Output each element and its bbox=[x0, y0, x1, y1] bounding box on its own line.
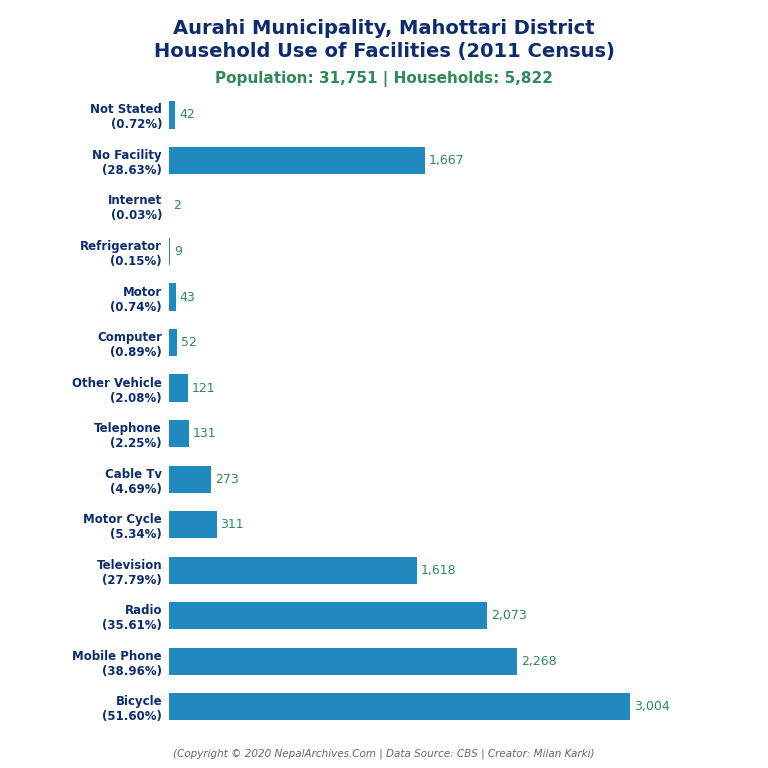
Text: 1,667: 1,667 bbox=[429, 154, 464, 167]
Bar bbox=[169, 465, 211, 493]
Text: 311: 311 bbox=[220, 518, 244, 531]
Bar bbox=[169, 238, 170, 265]
Bar bbox=[169, 511, 217, 538]
Bar bbox=[169, 283, 176, 311]
Text: 121: 121 bbox=[191, 382, 215, 395]
Bar bbox=[169, 420, 189, 447]
Text: 52: 52 bbox=[180, 336, 197, 349]
Text: 3,004: 3,004 bbox=[634, 700, 670, 713]
Text: Household Use of Facilities (2011 Census): Household Use of Facilities (2011 Census… bbox=[154, 42, 614, 61]
Text: (Copyright © 2020 NepalArchives.Com | Data Source: CBS | Creator: Milan Karki): (Copyright © 2020 NepalArchives.Com | Da… bbox=[174, 748, 594, 759]
Text: Population: 31,751 | Households: 5,822: Population: 31,751 | Households: 5,822 bbox=[215, 71, 553, 87]
Text: 2: 2 bbox=[173, 200, 181, 213]
Bar bbox=[169, 101, 175, 128]
Bar bbox=[169, 647, 517, 675]
Text: 2,073: 2,073 bbox=[491, 609, 527, 622]
Bar bbox=[169, 375, 187, 402]
Text: 131: 131 bbox=[193, 427, 217, 440]
Bar bbox=[169, 694, 630, 720]
Bar bbox=[169, 557, 417, 584]
Text: Aurahi Municipality, Mahottari District: Aurahi Municipality, Mahottari District bbox=[174, 19, 594, 38]
Bar bbox=[169, 602, 487, 630]
Text: 42: 42 bbox=[179, 108, 195, 121]
Text: 2,268: 2,268 bbox=[521, 655, 556, 668]
Bar bbox=[169, 147, 425, 174]
Text: 273: 273 bbox=[215, 472, 238, 485]
Bar bbox=[169, 329, 177, 356]
Text: 9: 9 bbox=[174, 245, 182, 258]
Text: 43: 43 bbox=[180, 290, 195, 303]
Text: 1,618: 1,618 bbox=[421, 564, 457, 577]
